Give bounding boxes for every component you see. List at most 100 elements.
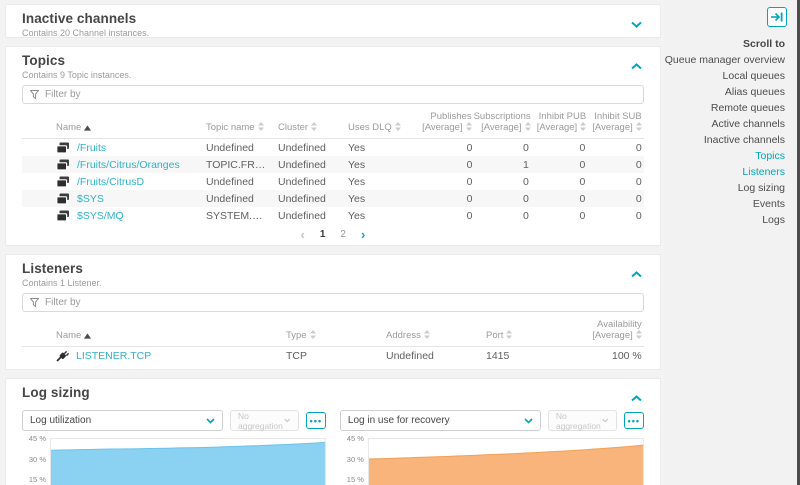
aggregation-select: No aggregation xyxy=(229,410,299,431)
topic-link[interactable]: $SYS/MQ xyxy=(77,209,124,222)
sidebar-item-logs[interactable]: Logs xyxy=(762,214,785,226)
section-title: Log sizing xyxy=(22,385,90,400)
arrow-to-bar-icon xyxy=(771,12,783,22)
topic-row: /Fruits/Citrus/Oranges TOPIC.FRUITS Undefi… xyxy=(22,156,644,173)
metric-value: 0 xyxy=(635,192,642,205)
column-header-publishes-average[interactable]: Publishes [Average] xyxy=(418,111,474,134)
column-header-uses-dlq[interactable]: Uses DLQ xyxy=(348,122,418,134)
listeners-filter-input[interactable] xyxy=(45,297,636,308)
column-header-name[interactable]: Name xyxy=(56,330,286,342)
pagination-page-2[interactable]: 2 xyxy=(340,229,346,240)
chevron-down-icon xyxy=(524,417,533,424)
pagination-page-1[interactable]: 1 xyxy=(319,229,326,240)
sort-both-icon xyxy=(506,330,513,339)
topic-link[interactable]: /Fruits xyxy=(77,141,107,154)
metric-value: 0 xyxy=(579,158,586,171)
sidebar-item-queue-manager-overview[interactable]: Queue manager overview xyxy=(664,54,785,66)
collapse-section-button[interactable] xyxy=(629,264,644,283)
collapse-panel-button[interactable] xyxy=(767,7,787,27)
y-axis-tick: 30 % xyxy=(346,454,364,464)
topic-link[interactable]: /Fruits/CitrusD xyxy=(77,175,145,188)
name-cell: $SYS/MQ xyxy=(56,210,206,222)
topic-link[interactable]: /Fruits/Citrus/Oranges xyxy=(77,158,180,171)
sidebar-item-listeners[interactable]: Listeners xyxy=(742,166,785,178)
cell-value: Undefined xyxy=(206,175,254,188)
chart-options-button[interactable]: ••• xyxy=(623,412,644,429)
scroll-to-sidebar: Scroll to Queue manager overview Local qu… xyxy=(664,0,800,485)
y-axis-tick: 30 % xyxy=(28,454,46,464)
y-axis-tick: 45 % xyxy=(28,434,46,443)
listener-icon xyxy=(56,350,69,362)
cell-value: Yes xyxy=(348,192,366,205)
topic-icon xyxy=(56,142,69,154)
sort-both-icon xyxy=(311,122,318,131)
usage-chart xyxy=(367,438,644,485)
column-header-inhibit-pub-average[interactable]: Inhibit PUB [Average] xyxy=(533,111,589,134)
section-title: Topics xyxy=(22,53,66,68)
sidebar-item-events[interactable]: Events xyxy=(752,198,785,210)
column-header-availability-average[interactable]: Availability [Average] xyxy=(586,319,644,342)
y-axis-labels: 0 %15 %30 %45 % xyxy=(22,434,50,485)
cell-value: 1415 xyxy=(486,349,510,362)
chart-options-button[interactable]: ••• xyxy=(305,412,326,429)
cell-value: Yes xyxy=(348,209,366,222)
collapse-section-button[interactable] xyxy=(629,388,644,407)
column-header-cluster[interactable]: Cluster xyxy=(278,122,348,134)
topic-link[interactable]: $SYS xyxy=(77,192,104,205)
section-title: Listeners xyxy=(22,261,83,276)
cell-value: Yes xyxy=(348,175,366,188)
chevron-down-icon xyxy=(206,417,215,424)
pagination-prev-icon[interactable]: ‹ xyxy=(300,226,305,242)
sort-ascending-icon xyxy=(84,125,92,131)
utilization-chart xyxy=(50,438,326,485)
metric-value: 0 xyxy=(523,209,529,222)
sort-both-icon xyxy=(580,122,587,131)
column-header-inhibit-sub-average[interactable]: Inhibit SUB [Average] xyxy=(588,111,644,134)
column-label: Uses DLQ xyxy=(348,122,392,133)
column-label: Address xyxy=(386,330,421,341)
topics-section: Topics Contains 9 Topic instances. Name T… xyxy=(5,46,661,246)
sidebar-item-alias-queues[interactable]: Alias queues xyxy=(724,86,785,98)
column-header-type[interactable]: Type xyxy=(286,330,386,342)
sidebar-item-log-sizing[interactable]: Log sizing xyxy=(737,182,785,194)
y-axis-tick: 15 % xyxy=(28,475,46,485)
topic-row: /Fruits/CitrusD Undefined Undefined Yes 0 0 0 0 xyxy=(22,173,644,190)
sidebar-item-inactive-channels[interactable]: Inactive channels xyxy=(703,134,785,146)
sidebar-item-active-channels[interactable]: Active channels xyxy=(711,118,785,130)
aggregation-select-value: No aggregation xyxy=(555,410,601,431)
chevron-down-icon xyxy=(602,418,609,423)
column-header-address[interactable]: Address xyxy=(386,330,486,342)
sidebar-item-topics[interactable]: Topics xyxy=(755,150,785,162)
cell-value: Undefined xyxy=(278,209,326,222)
metric-select[interactable]: Log in use for recovery xyxy=(339,410,541,431)
sidebar-item-local-queues[interactable]: Local queues xyxy=(722,70,785,82)
column-header-name[interactable]: Name xyxy=(56,122,206,134)
column-header-topic-name[interactable]: Topic name xyxy=(206,122,278,134)
topics-filter xyxy=(22,85,644,104)
name-cell: /Fruits/Citrus/Oranges xyxy=(56,159,206,171)
filter-funnel-icon xyxy=(30,298,39,307)
scroll-to-list: Queue manager overview Local queues Alias … xyxy=(665,52,797,228)
listeners-table-header: Name Type Address Port Availability [Average… xyxy=(22,317,644,347)
sort-both-icon xyxy=(524,122,531,131)
main-content: Inactive channels Contains 20 Channel in… xyxy=(5,4,661,485)
cell-value: Yes xyxy=(348,141,366,154)
pagination-next-icon[interactable]: › xyxy=(360,226,366,242)
column-label: Subscriptions [Average] xyxy=(473,111,531,133)
column-header-port[interactable]: Port xyxy=(486,330,586,342)
metric-value: 0 xyxy=(579,175,586,188)
collapse-section-button[interactable] xyxy=(629,56,644,75)
expand-section-button[interactable] xyxy=(629,14,644,33)
metric-value: 0 xyxy=(466,141,473,154)
topics-filter-input[interactable] xyxy=(45,89,636,100)
log-sizing-section: Log sizing Log utilization No aggregatio… xyxy=(5,378,661,485)
metric-value: 100 % xyxy=(611,349,642,362)
usage-chart-panel: Log in use for recovery No aggregation •… xyxy=(339,410,644,485)
sidebar-item-remote-queues[interactable]: Remote queues xyxy=(710,102,785,114)
metric-select-value: Log utilization xyxy=(30,415,92,426)
column-header-subscriptions-average[interactable]: Subscriptions [Average] xyxy=(474,111,533,134)
listeners-section: Listeners Contains 1 Listener. Name Type A… xyxy=(5,254,661,370)
cell-value: TCP xyxy=(286,349,307,362)
listener-link[interactable]: LISTENER.TCP xyxy=(76,349,152,362)
metric-select[interactable]: Log utilization xyxy=(22,410,223,431)
